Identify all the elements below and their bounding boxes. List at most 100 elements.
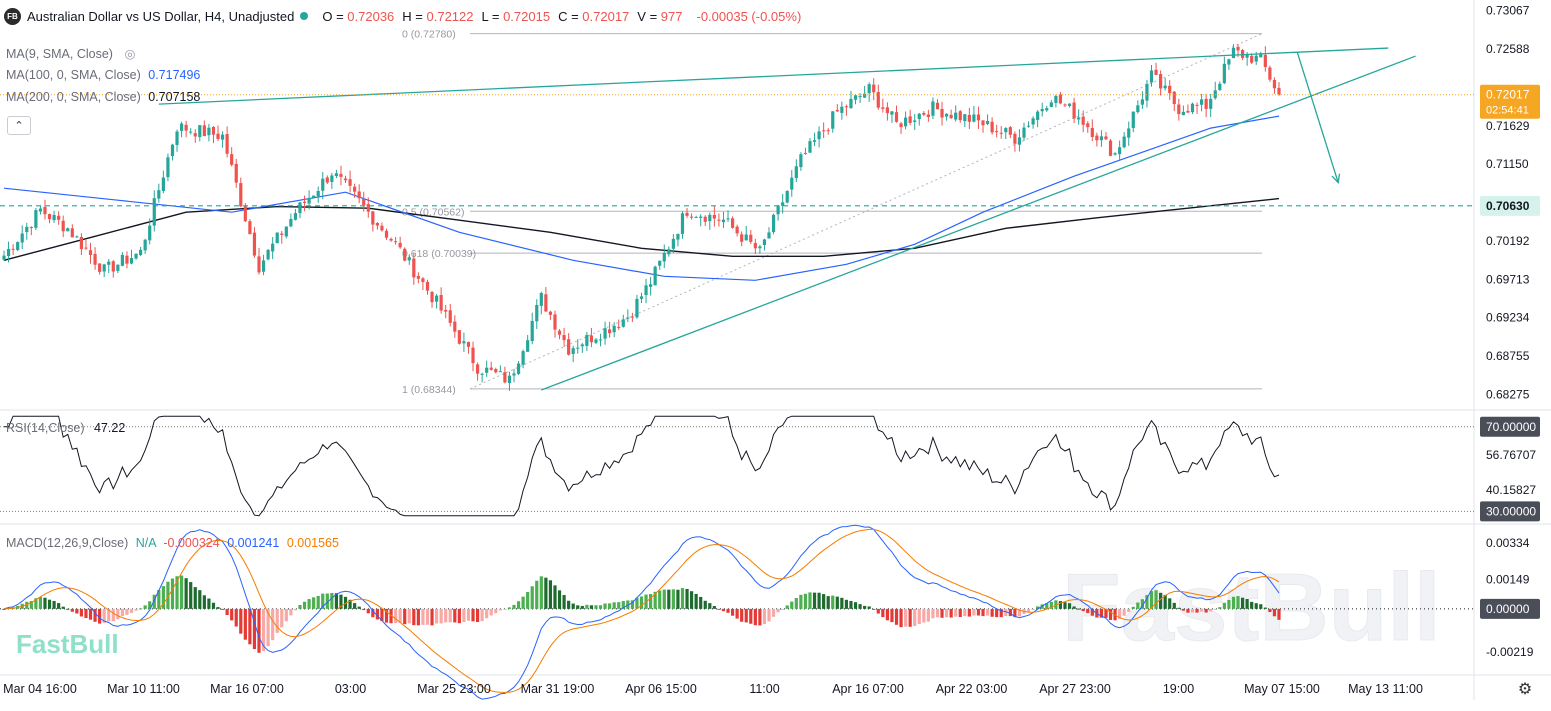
candle-body (216, 133, 220, 139)
price-axis-tick: 0.71629 (1486, 119, 1530, 133)
candle-body (38, 208, 43, 212)
macd-histogram-bar (872, 608, 876, 610)
candle-body (630, 316, 634, 318)
time-axis-tick: Mar 04 16:00 (3, 682, 77, 696)
candle-body (111, 261, 115, 272)
price-axis-tick: 0.68275 (1486, 387, 1530, 401)
candle-body (225, 134, 229, 154)
macd-histogram-bar (448, 608, 452, 623)
macd-histogram-bar (544, 577, 548, 609)
ma9-legend[interactable]: MA(9, SMA, Close) ◎ (6, 46, 135, 61)
candle-body (1149, 70, 1154, 83)
macd-histogram-bar (1154, 590, 1158, 609)
macd-axis-tick: 0.00149 (1486, 572, 1530, 586)
candle-body (179, 123, 184, 131)
macd-histogram-bar (1104, 608, 1108, 618)
eye-hidden-icon[interactable]: ◎ (124, 47, 136, 61)
rsi-line (4, 415, 1280, 517)
macd-histogram-bar (298, 604, 302, 609)
settings-gear-icon[interactable]: ⚙ (1517, 681, 1533, 698)
macd-histogram-bar (1026, 608, 1031, 612)
candle-body (817, 131, 821, 140)
candle-body (721, 219, 726, 223)
macd-histogram-bar (557, 590, 562, 609)
macd-histogram-bar (170, 578, 175, 609)
candle-body (539, 292, 543, 306)
macd-histogram-bar (1250, 601, 1254, 609)
macd-histogram-bar (439, 608, 443, 624)
macd-histogram-bar (120, 608, 124, 617)
candle-body (1254, 55, 1258, 62)
candle-body (20, 233, 24, 243)
ohlc-key-v: V = (637, 8, 661, 24)
candle-body (252, 232, 257, 256)
ma200-legend[interactable]: MA(200, 0, SMA, Close) 0.707158 (6, 90, 200, 104)
candle-body (1204, 98, 1208, 109)
macd-histogram-bar (712, 606, 716, 609)
candle-body (1017, 137, 1022, 145)
macd-histogram-bar (466, 608, 471, 621)
candle-body (567, 339, 571, 355)
candle-body (220, 134, 225, 140)
candle-body (1013, 133, 1017, 144)
macd-histogram-bar (384, 608, 389, 623)
watermark-logo: FastBull (16, 629, 119, 659)
macd-histogram-bar (1140, 599, 1144, 609)
macd-histogram-bar (1259, 604, 1263, 609)
candle-body (931, 101, 935, 116)
candle-body (712, 214, 716, 219)
symbol-title[interactable]: Australian Dollar vs US Dollar, H4, Unad… (27, 8, 295, 24)
candle-body (571, 348, 575, 354)
candle-body (894, 112, 899, 122)
candle-body (853, 95, 858, 100)
time-axis-tick: 19:00 (1163, 682, 1194, 696)
candle-body (280, 233, 284, 235)
candle-body (658, 260, 662, 266)
candle-body (708, 214, 712, 222)
macd-histogram-bar (1008, 608, 1012, 617)
ma200-value: 0.707158 (148, 90, 201, 104)
candle-body (403, 248, 407, 261)
candle-body (1108, 140, 1113, 156)
macd-line-value: 0.001241 (227, 536, 280, 550)
candle-body (639, 296, 644, 299)
macd-label: MACD(12,26,9,Close) (6, 536, 129, 550)
ohlc-key-h: H = (402, 8, 427, 24)
candle-body (799, 154, 803, 168)
macd-histogram-bar (257, 608, 261, 653)
macd-histogram-bar (853, 602, 858, 609)
candle-body (1113, 153, 1117, 155)
ma100-legend[interactable]: MA(100, 0, SMA, Close) 0.717496 (6, 68, 200, 82)
candle-body (134, 253, 138, 259)
macd-histogram-bar (1049, 601, 1053, 609)
arrow-head (1331, 173, 1341, 185)
macd-legend[interactable]: MACD(12,26,9,Close) N/A -0.000324 0.0012… (6, 536, 339, 550)
level-tag-value: 0.70630 (1486, 199, 1530, 213)
macd-histogram-bar (471, 608, 475, 622)
candle-body (394, 241, 398, 243)
macd-histogram-bar (307, 599, 311, 609)
last-price-tag (1480, 84, 1540, 119)
candle-body (1063, 104, 1067, 106)
rsi-legend[interactable]: RSI(14,Close) 47.22 (6, 421, 125, 435)
ma9-label: MA(9, SMA, Close) (6, 47, 113, 61)
macd-histogram-bar (931, 608, 935, 619)
candle-body (972, 114, 976, 122)
candle-body (343, 178, 348, 181)
collapse-legend-button[interactable]: ⌃ (7, 116, 31, 135)
ohlc-value-h: 0.72122 (426, 8, 474, 24)
macd-histogram-bar (972, 608, 976, 616)
candle-body (230, 154, 234, 165)
macd-histogram-bar (330, 593, 334, 609)
candle-body (421, 278, 425, 283)
macd-histogram-bar (57, 603, 61, 609)
macd-histogram-bar (102, 608, 106, 623)
candle-body (885, 107, 889, 114)
candle-body (621, 319, 625, 327)
macd-histogram-bar (785, 605, 789, 609)
macd-signal-line (3, 528, 1280, 694)
candle-body (1263, 54, 1267, 68)
price-axis-tick: 0.71150 (1486, 157, 1529, 171)
candle-body (649, 284, 653, 287)
